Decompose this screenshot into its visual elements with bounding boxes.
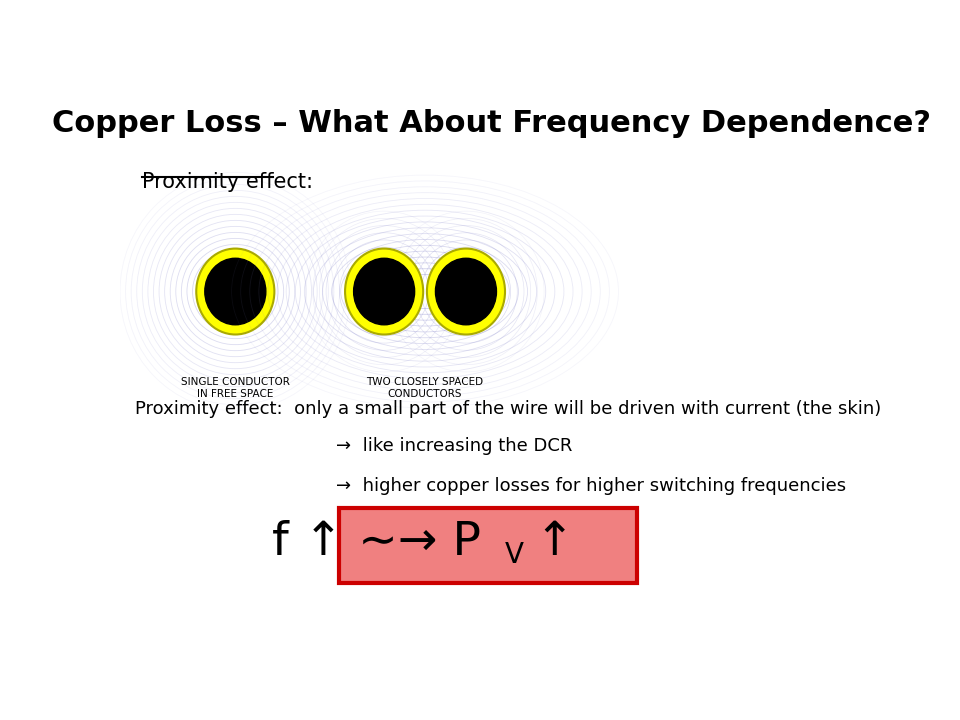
- Text: Copper Loss – What About Frequency Dependence?: Copper Loss – What About Frequency Depen…: [53, 109, 931, 138]
- Ellipse shape: [204, 258, 266, 325]
- Ellipse shape: [196, 248, 275, 335]
- Text: →  like increasing the DCR: → like increasing the DCR: [336, 437, 572, 455]
- Ellipse shape: [353, 258, 415, 325]
- Ellipse shape: [436, 258, 496, 325]
- Text: Proximity effect:  only a small part of the wire will be driven with current (th: Proximity effect: only a small part of t…: [134, 400, 881, 418]
- Text: ↑: ↑: [535, 521, 574, 565]
- Text: Proximity effect:: Proximity effect:: [142, 172, 313, 192]
- Text: V: V: [505, 541, 523, 569]
- Ellipse shape: [427, 248, 505, 335]
- Text: →  higher copper losses for higher switching frequencies: → higher copper losses for higher switch…: [336, 477, 846, 495]
- Text: SINGLE CONDUCTOR
IN FREE SPACE: SINGLE CONDUCTOR IN FREE SPACE: [180, 377, 290, 399]
- Text: TWO CLOSELY SPACED
CONDUCTORS: TWO CLOSELY SPACED CONDUCTORS: [367, 377, 484, 399]
- Text: f ↑ ∼→ P: f ↑ ∼→ P: [272, 521, 481, 565]
- Bar: [340, 508, 637, 582]
- Ellipse shape: [345, 248, 423, 335]
